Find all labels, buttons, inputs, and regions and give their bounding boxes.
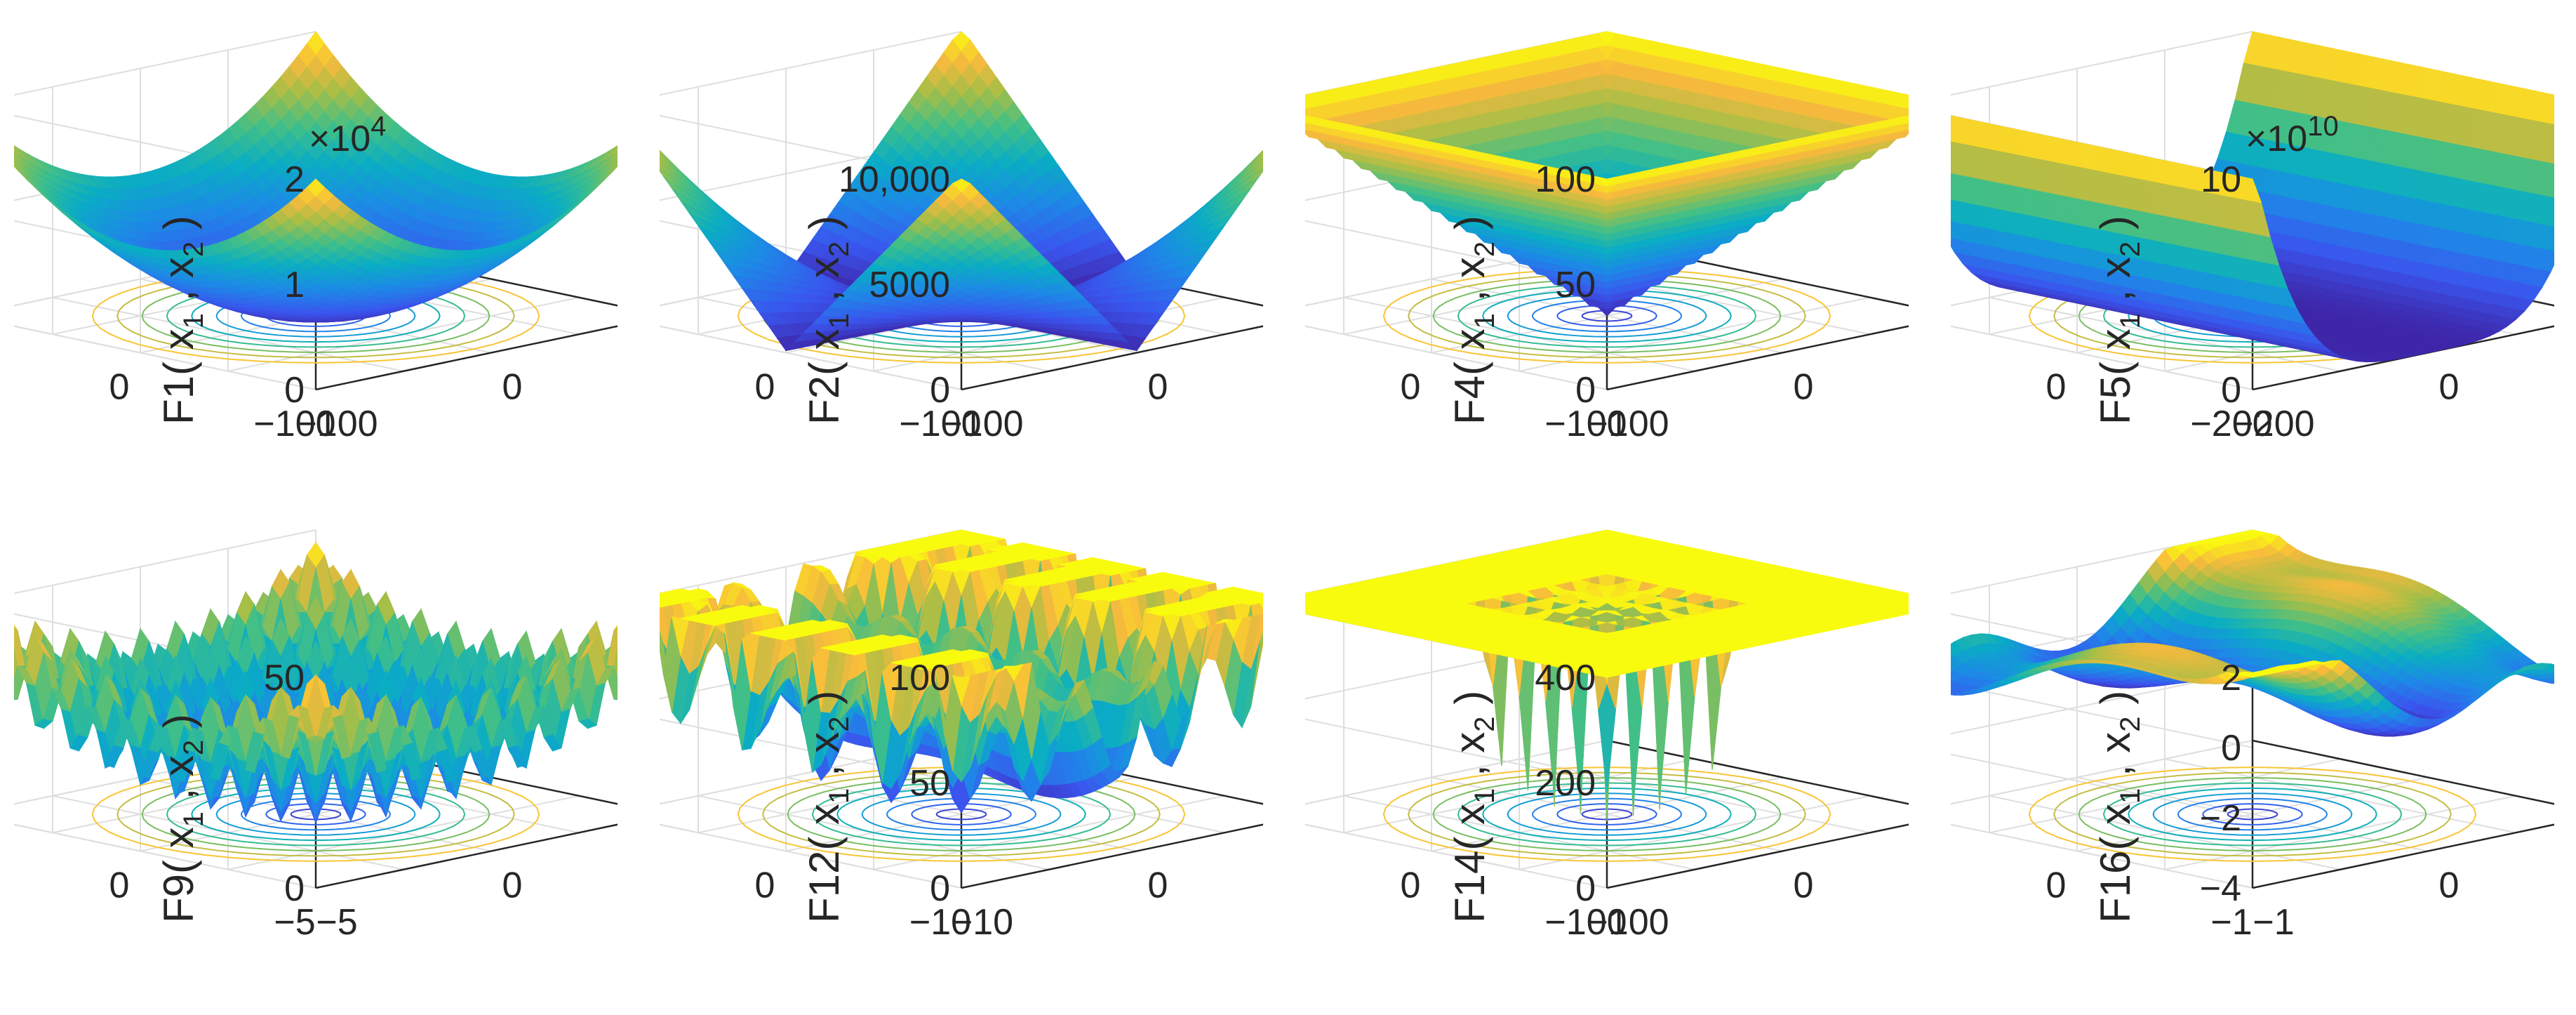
contour-line bbox=[1581, 310, 1633, 322]
x1-tick-label: −100 bbox=[1587, 404, 1669, 444]
x2-tick-label: −100 bbox=[1544, 404, 1627, 444]
z-tick-label: 10,000 bbox=[839, 159, 950, 200]
surface-plot-f1: 012−1000100−1000100x1x2F1( x1 , x2 )×104 bbox=[14, 31, 618, 444]
z-tick-label: 0 bbox=[284, 370, 305, 411]
x2-tick-label: −100 bbox=[253, 404, 335, 444]
chart-panel-f5: 010−2000200−2000200x1x2F5( x1 , x2 )×101… bbox=[1951, 14, 2554, 498]
surface-plot-f5: 010−2000200−2000200x1x2F5( x1 , x2 )×101… bbox=[1951, 31, 2554, 444]
surface-patch bbox=[952, 178, 971, 192]
surface-patch bbox=[306, 178, 326, 197]
surface-mesh bbox=[660, 31, 1263, 352]
x2-tick-label: 0 bbox=[755, 367, 775, 408]
z-axis-label: F1( x1 , x2 ) bbox=[155, 215, 209, 425]
x1-tick-label: −100 bbox=[941, 404, 1023, 444]
z-tick-label: 50 bbox=[1555, 265, 1596, 305]
surface-mesh bbox=[14, 31, 618, 323]
z-axis-label: F4( x1 , x2 ) bbox=[1446, 215, 1500, 425]
surface-patch bbox=[1596, 176, 1617, 187]
x1-tick-label: 0 bbox=[502, 367, 523, 408]
z-exponent-label: ×104 bbox=[309, 111, 386, 159]
x1-tick-label: −100 bbox=[295, 404, 378, 444]
x1-tick-label: 0 bbox=[1794, 367, 1814, 408]
z-tick-label: 0 bbox=[930, 370, 950, 411]
z-tick-label: 1 bbox=[284, 265, 305, 305]
surface-mesh bbox=[1305, 31, 1909, 317]
chart-panel-f1: 012−1000100−1000100x1x2F1( x1 , x2 )×104 bbox=[14, 14, 618, 498]
x2-tick-label: 0 bbox=[109, 367, 130, 408]
z-axis-label: F2( x1 , x2 ) bbox=[801, 215, 855, 425]
z-tick-label: 0 bbox=[1575, 370, 1596, 411]
z-tick-label: 100 bbox=[1535, 159, 1596, 200]
x1-tick-label: 0 bbox=[1148, 367, 1168, 408]
z-tick-label: 5000 bbox=[869, 265, 950, 305]
x2-tick-label: −100 bbox=[899, 404, 981, 444]
surface-mesh bbox=[1951, 31, 2554, 363]
z-tick-label: 2 bbox=[284, 159, 305, 200]
x2-tick-label: 0 bbox=[1401, 367, 1421, 408]
